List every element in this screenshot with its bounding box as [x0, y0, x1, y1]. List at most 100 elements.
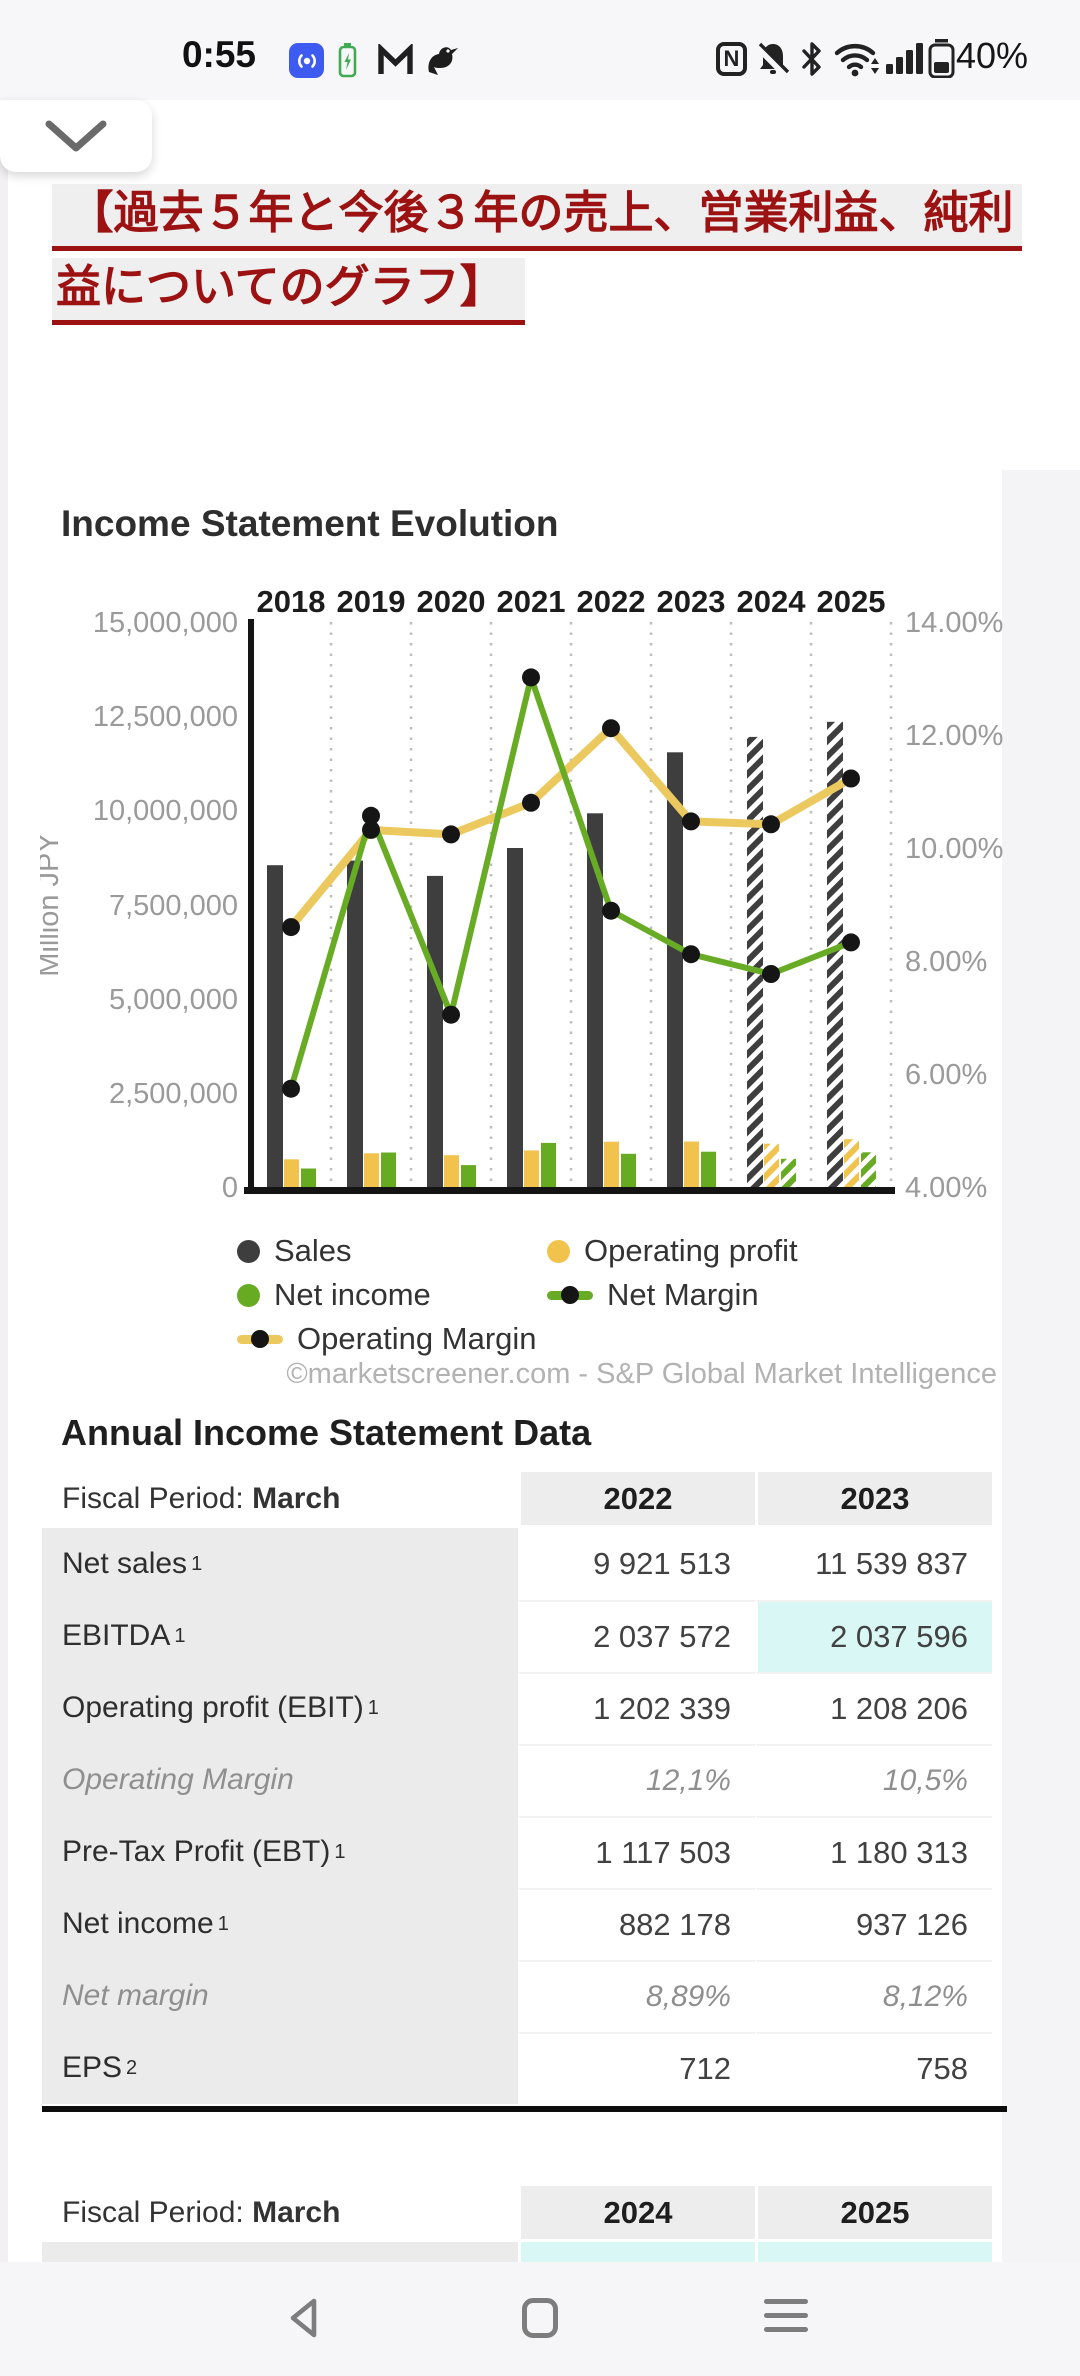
bluetooth-icon — [802, 42, 821, 76]
table-header-row: Fiscal Period: March 2024 2025 — [42, 2186, 992, 2239]
back-button[interactable] — [284, 2295, 322, 2341]
row-label: EPS 2 — [42, 2032, 518, 2104]
footnote-marker: 2 — [126, 2056, 138, 2079]
cell-value: 758 — [755, 2032, 992, 2104]
svg-text:4.00%: 4.00% — [905, 1172, 987, 1204]
legend-label: Sales — [274, 1233, 352, 1268]
cell-value — [755, 2242, 992, 2262]
table-row: Net income 1 882 178 937 126 — [42, 1888, 992, 1960]
menu-button[interactable] — [764, 2299, 808, 2332]
table-row: EPS 2 712 758 — [42, 2032, 992, 2104]
chevron-down-icon — [45, 120, 107, 152]
legend-item-net-margin: Net Margin — [547, 1276, 759, 1314]
gmail-notification-icon — [378, 44, 413, 74]
cell-value: 1 202 339 — [518, 1672, 755, 1744]
cell-value: 9 921 513 — [518, 1528, 755, 1600]
page-left-edge — [0, 100, 8, 2262]
heading-line-2: 益についてのグラフ】 — [52, 258, 526, 326]
hotspot-notification-icon — [289, 43, 324, 78]
legend-item-operating-margin: Operating Margin — [237, 1320, 537, 1358]
cell-value: 11 539 837 — [755, 1528, 992, 1600]
android-nav-bar — [0, 2262, 1080, 2376]
table-divider — [42, 2106, 1007, 2112]
cell-value: 8,12% — [755, 1960, 992, 2032]
svg-text:2021: 2021 — [497, 584, 566, 619]
browser-viewport: 【過去５年と今後３年の売上、営業利益、純利 益についてのグラフ】 Income … — [0, 100, 1080, 2262]
row-label — [42, 2242, 518, 2262]
menu-line — [764, 2299, 808, 2304]
chart-title: Income Statement Evolution — [61, 503, 559, 544]
row-label: Operating profit (EBIT) 1 — [42, 1672, 518, 1744]
tables-section-title: Annual Income Statement Data — [61, 1412, 592, 1453]
svg-text:8.00%: 8.00% — [905, 946, 987, 978]
svg-text:2023: 2023 — [657, 584, 726, 619]
mute-bell-icon — [756, 42, 790, 77]
legend-item-sales: Sales — [237, 1232, 352, 1270]
row-label: Net income 1 — [42, 1888, 518, 1960]
article-heading: 【過去５年と今後３年の売上、営業利益、純利 益についてのグラフ】 — [52, 184, 1062, 332]
footnote-marker: 1 — [334, 1840, 346, 1863]
menu-line — [764, 2327, 808, 2332]
page-right-gutter — [1002, 470, 1080, 2262]
legend-item-operating-profit: Operating profit — [547, 1232, 798, 1270]
annual-table-2024-2025: Fiscal Period: March 2024 2025 — [42, 2186, 992, 2262]
table-row: Operating profit (EBIT) 1 1 202 339 1 208 2… — [42, 1672, 992, 1744]
svg-text:15,000,000: 15,000,000 — [93, 607, 238, 639]
heading-line-1: 【過去５年と今後３年の売上、営業利益、純利 — [52, 184, 1022, 252]
sales-swatch — [237, 1239, 260, 1263]
wifi-icon — [834, 43, 879, 77]
legend-label: Operating profit — [584, 1233, 798, 1268]
header-gap — [42, 1525, 992, 1528]
svg-text:Million JPY: Million JPY — [40, 833, 65, 976]
battery-saver-notification-icon — [338, 43, 357, 78]
header-gap — [42, 2239, 992, 2242]
table-row: EBITDA 1 2 037 572 2 037 596 — [42, 1600, 992, 1672]
cell-value: 712 — [518, 2032, 755, 2104]
broadcast-icon — [297, 53, 316, 68]
svg-text:10.00%: 10.00% — [905, 833, 1003, 865]
svg-text:0: 0 — [222, 1172, 238, 1204]
cell-value: 1 180 313 — [755, 1816, 992, 1888]
year-column-header: 2025 — [755, 2186, 992, 2239]
svg-text:14.00%: 14.00% — [905, 607, 1003, 639]
svg-text:2,500,000: 2,500,000 — [109, 1078, 238, 1110]
year-column-header: 2023 — [755, 1472, 992, 1525]
svg-text:2022: 2022 — [577, 584, 646, 619]
footnote-marker: 1 — [367, 1696, 379, 1719]
operating-margin-swatch — [237, 1329, 283, 1348]
footnote-marker: 1 — [191, 1552, 203, 1575]
svg-text:2019: 2019 — [337, 584, 406, 619]
status-time: 0:55 — [181, 34, 256, 75]
table-row — [42, 2242, 992, 2262]
footnote-marker: 1 — [174, 1624, 186, 1647]
net-margin-swatch — [547, 1285, 593, 1304]
table-header-row: Fiscal Period: March 2022 2023 — [42, 1472, 992, 1525]
svg-text:5,000,000: 5,000,000 — [109, 984, 238, 1016]
battery-percent-text: 40% — [956, 35, 1029, 76]
battery-level-icon — [928, 39, 955, 78]
svg-text:2018: 2018 — [257, 584, 326, 619]
signal-strength-icon — [886, 43, 923, 74]
cell-value: 882 178 — [518, 1888, 755, 1960]
income-statement-chart: 2018 2019 2020 2021 2022 2023 2024 2025 15,000,0… — [40, 584, 1003, 1204]
cell-value: 10,5% — [755, 1744, 992, 1816]
year-column-header: 2022 — [518, 1472, 755, 1525]
cell-value: 2 037 572 — [518, 1600, 755, 1672]
annual-table-2022-2023: Fiscal Period: March 2022 2023 Net sales 1 9 … — [42, 1472, 992, 2104]
legend-item-net-income: Net income — [237, 1276, 431, 1314]
table-row: Pre-Tax Profit (EBT) 1 1 117 503 1 180 313 — [42, 1816, 992, 1888]
home-button[interactable] — [522, 2298, 558, 2338]
cell-value: 937 126 — [755, 1888, 992, 1960]
svg-text:6.00%: 6.00% — [905, 1059, 987, 1091]
cell-value: 8,89% — [518, 1960, 755, 2032]
fiscal-period-label: Fiscal Period: March — [42, 1472, 518, 1525]
cell-value — [518, 2242, 755, 2262]
net-income-swatch — [237, 1283, 260, 1307]
svg-text:10,000,000: 10,000,000 — [93, 795, 238, 827]
collapse-tab[interactable] — [0, 100, 152, 172]
year-column-header: 2024 — [518, 2186, 755, 2239]
fiscal-period-label: Fiscal Period: March — [42, 2186, 518, 2239]
cell-value: 1 117 503 — [518, 1816, 755, 1888]
row-label: Net sales 1 — [42, 1528, 518, 1600]
table-row: Net sales 1 9 921 513 11 539 837 — [42, 1528, 992, 1600]
